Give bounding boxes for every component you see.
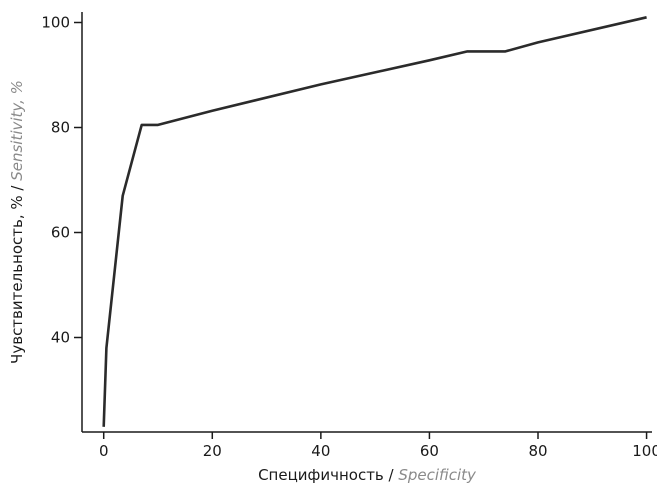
x-tick-label-80: 80 (528, 442, 547, 460)
y-axis-title-en: Sensitivity, % (8, 80, 26, 181)
y-tick-label-80: 80 (51, 119, 70, 137)
x-axis-title-en: Specificity (398, 466, 477, 484)
x-tick-label-20: 20 (203, 442, 222, 460)
x-tick-label-0: 0 (99, 442, 109, 460)
axes (81, 12, 652, 433)
y-axis-title: Чувствительность, % / Sensitivity, % (8, 80, 26, 364)
y-axis-ticks: 40 60 80 100 (41, 14, 82, 347)
x-axis-title: Специфичность / Specificity (258, 466, 477, 484)
series-layer (102, 16, 647, 427)
y-tick-label-100: 100 (41, 14, 70, 32)
x-tick-label-60: 60 (420, 442, 439, 460)
x-tick-label-100: 100 (632, 442, 657, 460)
x-axis-ticks: 0 20 40 60 80 100 (99, 432, 657, 460)
y-axis-title-ru: Чувствительность, % / (8, 181, 26, 364)
y-tick-label-40: 40 (51, 329, 70, 347)
y-tick-label-60: 60 (51, 224, 70, 242)
x-tick-label-40: 40 (311, 442, 330, 460)
x-axis-title-ru: Специфичность / (258, 466, 398, 484)
roc-curve-line (102, 16, 647, 427)
